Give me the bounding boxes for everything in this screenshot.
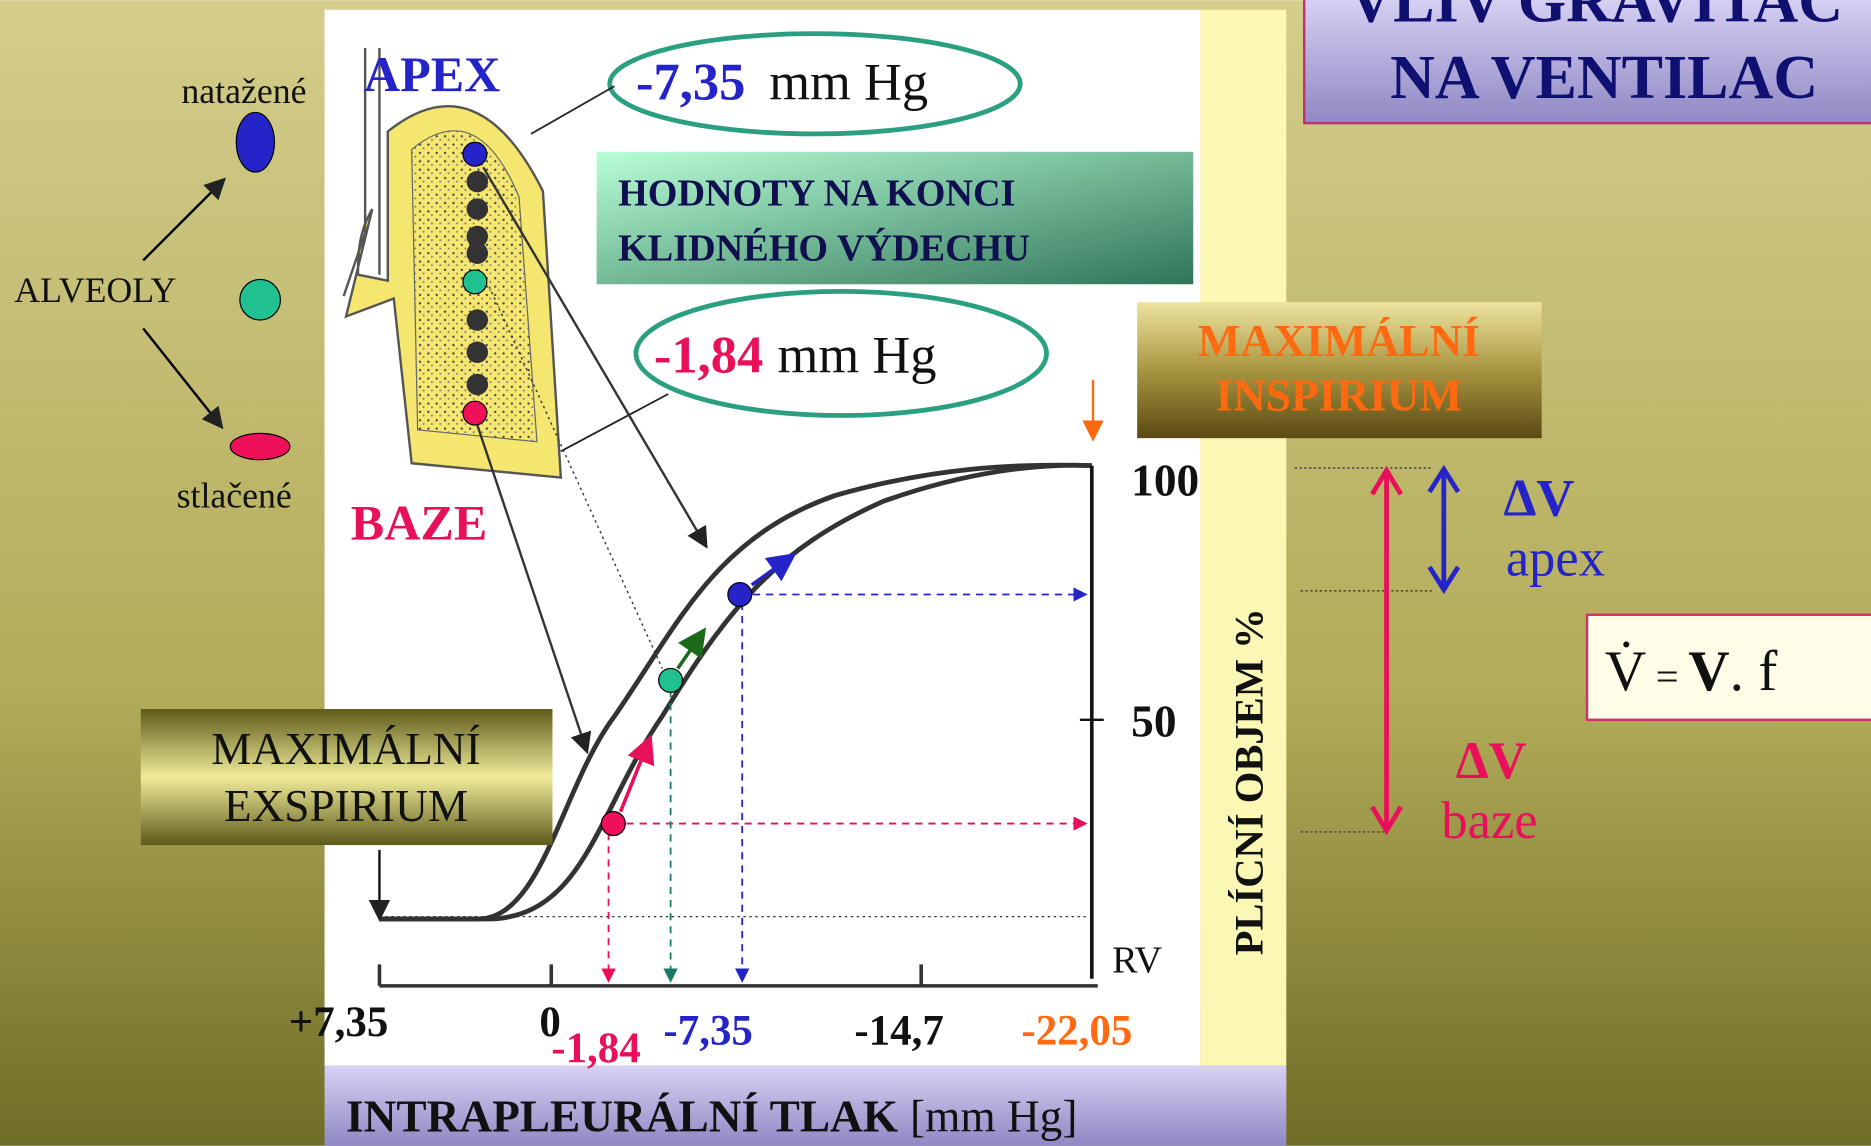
alveolus-compressed: [230, 433, 290, 459]
formula: V̇=V. f: [1605, 640, 1778, 703]
base-label: BAZE: [351, 495, 487, 551]
mid-point: [463, 270, 487, 294]
x-tick-label: -22,05: [1021, 1007, 1132, 1054]
alveoli-chain-item: [467, 309, 488, 330]
label: ALVEOLY: [14, 270, 176, 310]
inspirium-line: MAXIMÁLNÍ: [1198, 316, 1480, 366]
title: INTRAPLEURÁLNÍ TLAK: [346, 1091, 898, 1141]
title-line: VLIV GRAVITAC: [1348, 0, 1843, 36]
x-tick-label: -7,35: [663, 1007, 752, 1054]
unit: [mm Hg]: [910, 1091, 1077, 1141]
x-tick-label: +7,35: [289, 999, 389, 1046]
inspirium-line: INSPIRIUM: [1215, 371, 1462, 421]
formula-part: . f: [1730, 640, 1779, 703]
delta-label: apex: [1506, 529, 1605, 587]
delta-label: baze: [1441, 792, 1537, 850]
slide: VLIV GRAVITAC NA VENTILAC natažené ALVEO…: [0, 0, 1871, 1146]
alveolus-stretched: [236, 112, 274, 172]
base-curve-point: [601, 812, 625, 836]
unit: mm Hg: [769, 53, 928, 111]
label: natažené: [181, 71, 306, 111]
alveoli-chain-item: [467, 342, 488, 363]
mid-curve-point: [659, 668, 683, 692]
x-axis-title: INTRAPLEURÁLNÍ TLAK[mm Hg]: [346, 1091, 1077, 1141]
formula-part: V: [1688, 640, 1729, 703]
formula-part: V̇: [1605, 640, 1646, 703]
title-line: NA VENTILAC: [1390, 44, 1818, 112]
y-tick-label: RV: [1112, 940, 1162, 982]
value: -1,84: [654, 327, 763, 385]
unit: mm Hg: [778, 327, 937, 385]
alveoli-chain-item: [467, 171, 488, 192]
y-axis-title: PLÍCNÍ OBJEM %: [1226, 608, 1271, 955]
delta-symbol: ΔV: [1503, 470, 1574, 528]
exspirium-line: MAXIMÁLNÍ: [211, 724, 480, 774]
y-tick-label: 100: [1131, 455, 1199, 505]
apex-point: [463, 142, 487, 166]
apex-curve-point: [728, 583, 752, 607]
note-line: HODNOTY NA KONCI: [618, 172, 1015, 214]
x-tick-label: -1,84: [551, 1025, 640, 1072]
alveoli-chain-item: [467, 198, 488, 219]
alveoli-chain-item: [467, 374, 488, 395]
base-pressure: -1,84 mm Hg: [654, 327, 937, 385]
x-tick-label: -14,7: [854, 1007, 943, 1054]
y-tick-label: 50: [1131, 696, 1176, 746]
exspirium-line: EXSPIRIUM: [224, 781, 468, 831]
delta-symbol: ΔV: [1456, 732, 1527, 790]
alveolus-normal: [240, 279, 281, 320]
label: stlačené: [177, 475, 292, 515]
apex-label: APEX: [364, 46, 500, 102]
alveoli-chain-item: [467, 242, 488, 263]
note-line: KLIDNÉHO VÝDECHU: [618, 227, 1030, 269]
formula-part: =: [1656, 654, 1679, 699]
base-point: [463, 401, 487, 425]
apex-pressure: -7,35 mm Hg: [636, 53, 928, 111]
page: { "title": {"line1": "VLIV GRAVITAC", "l…: [0, 0, 1871, 1146]
value: -7,35: [636, 53, 745, 111]
